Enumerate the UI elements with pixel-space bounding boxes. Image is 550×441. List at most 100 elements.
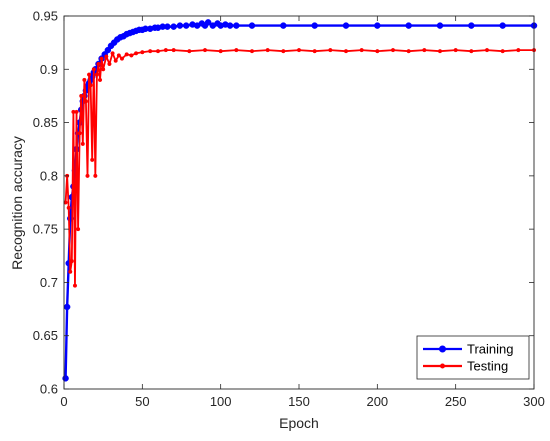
data-point-testing <box>76 227 81 232</box>
data-point-testing <box>113 58 118 63</box>
data-point-testing <box>93 173 98 178</box>
data-point-testing <box>422 48 427 53</box>
data-point-testing <box>69 259 74 264</box>
data-point-testing <box>359 48 364 53</box>
data-point-testing <box>218 49 223 54</box>
data-point-training <box>342 22 350 29</box>
y-tick-label: 0.85 <box>33 115 58 130</box>
data-point-testing <box>406 49 411 54</box>
legend: Training Testing <box>416 335 530 380</box>
x-tick-label: 300 <box>523 394 545 409</box>
x-tick-label: 200 <box>366 394 388 409</box>
data-point-testing <box>484 48 490 53</box>
data-point-testing <box>500 49 505 54</box>
y-tick-label: 0.95 <box>33 9 58 24</box>
data-point-testing <box>187 49 192 54</box>
y-tick-label: 0.6 <box>40 382 58 397</box>
data-point-testing <box>343 49 349 54</box>
x-tick-label: 50 <box>135 394 149 409</box>
data-point-training <box>499 22 506 29</box>
data-point-training <box>248 22 256 29</box>
y-tick-label: 0.9 <box>40 62 58 77</box>
y-tick-label: 0.65 <box>33 328 58 343</box>
data-point-testing <box>437 49 443 54</box>
data-point-testing <box>66 205 71 210</box>
data-point-training <box>170 23 177 30</box>
data-point-testing <box>99 56 104 61</box>
data-point-training <box>374 22 381 29</box>
data-point-testing <box>80 141 85 146</box>
data-point-testing <box>74 109 79 114</box>
data-point-testing <box>77 131 82 136</box>
data-point-training <box>436 22 444 29</box>
data-point-testing <box>79 93 84 98</box>
data-point-testing <box>155 49 161 54</box>
data-point-testing <box>265 48 270 53</box>
data-point-testing <box>390 48 396 53</box>
x-tick-label: 0 <box>60 394 67 409</box>
data-point-testing <box>140 50 145 55</box>
data-point-training <box>405 22 412 29</box>
x-tick-label: 100 <box>210 394 232 409</box>
data-point-testing <box>96 61 101 67</box>
x-axis-title: Epoch <box>279 415 319 431</box>
data-point-training <box>204 19 212 26</box>
data-point-training <box>176 22 184 29</box>
data-point-testing <box>91 67 96 72</box>
y-tick-label: 0.7 <box>40 275 58 290</box>
data-point-testing <box>88 83 93 88</box>
legend-testing-label: Testing <box>467 359 508 374</box>
data-point-training <box>164 23 171 30</box>
data-point-training <box>233 22 240 29</box>
data-point-testing <box>281 49 286 54</box>
data-point-testing <box>134 51 139 56</box>
data-point-testing <box>312 49 317 54</box>
data-point-testing <box>163 48 168 53</box>
data-point-testing <box>171 48 176 53</box>
data-point-testing <box>375 49 380 54</box>
data-point-testing <box>68 269 73 274</box>
data-point-training <box>311 22 318 29</box>
data-point-testing <box>202 48 208 53</box>
legend-training-label: Training <box>467 342 513 357</box>
data-point-testing <box>90 157 95 162</box>
data-point-testing <box>87 72 92 77</box>
y-axis-title: Recognition accuracy <box>9 136 25 270</box>
x-tick-label: 150 <box>288 394 310 409</box>
data-point-training <box>182 22 190 29</box>
data-point-testing <box>234 48 239 53</box>
data-point-training <box>468 22 475 29</box>
y-tick-label: 0.8 <box>40 168 58 183</box>
data-point-testing <box>148 49 153 54</box>
series-layer <box>62 19 538 382</box>
data-point-testing <box>104 54 109 59</box>
legend-box <box>416 335 530 380</box>
series-line-testing <box>64 49 534 287</box>
data-point-testing <box>97 77 103 82</box>
data-point-training <box>280 22 287 29</box>
data-point-testing <box>85 173 90 178</box>
data-point-testing <box>101 67 106 72</box>
data-point-testing <box>249 49 255 54</box>
data-point-testing <box>516 48 521 53</box>
data-point-training <box>226 22 234 29</box>
data-point-testing <box>119 56 125 61</box>
data-point-testing <box>124 52 129 57</box>
data-point-testing <box>72 283 78 288</box>
y-tick-label: 0.75 <box>33 222 58 237</box>
data-point-testing <box>469 49 474 54</box>
data-point-testing <box>110 51 115 56</box>
data-point-testing <box>129 53 134 58</box>
series-training <box>62 19 538 382</box>
data-point-testing <box>82 77 87 82</box>
data-point-training <box>63 303 71 311</box>
data-point-testing <box>328 48 333 53</box>
data-point-testing <box>94 72 99 77</box>
legend-testing-marker <box>440 363 445 369</box>
ticks-layer: 0 50 100 150 200 250 300 0.6 0.65 0.7 0.75 0.8 0.85 0… <box>33 9 545 410</box>
legend-training-marker <box>439 345 446 353</box>
data-point-testing <box>453 48 458 53</box>
data-point-testing <box>83 99 88 104</box>
data-point-training <box>62 375 69 382</box>
